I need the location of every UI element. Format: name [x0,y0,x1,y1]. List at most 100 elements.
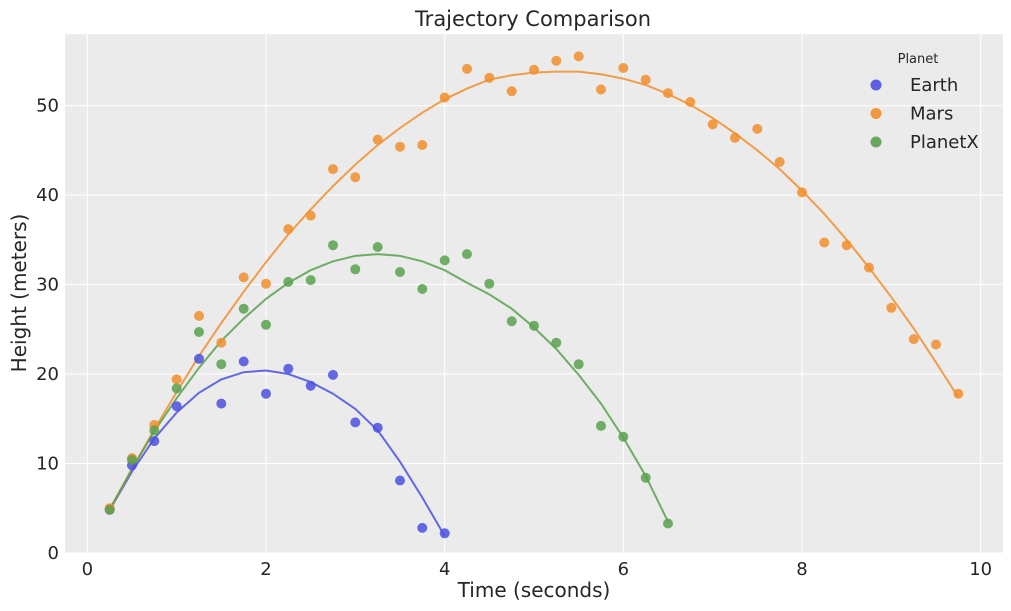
point-earth [238,356,249,367]
point-mars [194,310,204,321]
point-mars [841,240,852,251]
point-mars [283,224,294,235]
point-mars [238,272,249,283]
point-planetx [261,319,271,330]
point-mars [931,339,941,350]
point-mars [529,64,539,75]
point-planetx [395,267,405,277]
point-planetx [171,383,182,394]
point-mars [484,72,495,83]
point-planetx [640,472,651,483]
point-mars [752,123,763,134]
point-planetx [439,255,450,266]
point-earth [350,417,361,428]
point-earth [171,401,182,412]
x-axis-label: Time (seconds) [457,578,611,602]
point-mars [819,237,830,248]
point-planetx [194,327,204,337]
point-planetx [663,518,673,529]
fit-line-planetx [108,253,669,523]
point-earth [261,388,271,399]
tick-labels: 0 2 4 6 8 10 0 10 20 30 40 50 [36,96,992,580]
point-earth [283,363,294,374]
y-axis-label: Height (meters) [7,214,31,373]
legend-marker-earth [870,79,882,91]
point-earth [194,353,204,364]
point-mars [908,334,919,345]
point-mars [663,88,673,99]
point-mars [305,210,316,221]
point-earth [439,528,450,539]
point-earth [216,398,227,409]
y-tick-label: 20 [36,364,59,385]
x-tick-label: 6 [618,559,629,580]
point-mars [395,141,405,152]
point-mars [730,132,740,143]
legend-marker-mars [870,108,882,119]
y-tick-label: 0 [48,543,59,564]
y-tick-label: 40 [36,185,59,206]
point-planetx [417,284,428,294]
point-mars [640,74,651,85]
point-planetx [149,425,160,436]
legend: Planet Earth Mars PlanetX [870,52,979,153]
point-earth [372,422,383,433]
point-planetx [551,337,562,348]
point-mars [596,84,606,95]
legend-label-mars: Mars [910,104,953,125]
legend-label-earth: Earth [910,75,958,96]
point-mars [551,55,562,66]
data-points [104,51,964,539]
fit-line-earth [108,369,446,537]
point-planetx [529,320,539,331]
point-mars [372,134,383,145]
point-mars [685,97,696,107]
point-earth [149,436,160,447]
x-tick-label: 10 [969,559,992,580]
point-planetx [328,240,338,251]
point-mars [328,164,338,175]
y-tick-label: 50 [36,96,59,117]
legend-label-planetx: PlanetX [910,132,979,153]
legend-title: Planet [898,52,939,67]
point-planetx [305,275,316,286]
x-tick-label: 4 [439,559,450,580]
point-planetx [506,316,517,327]
point-mars [439,92,450,103]
point-earth [395,475,405,486]
point-planetx [238,303,249,314]
point-mars [350,172,361,183]
point-earth [417,522,428,533]
legend-marker-planetx [870,136,882,148]
point-planetx [127,454,137,465]
chart-title: Trajectory Comparison [414,7,651,31]
y-tick-label: 10 [36,454,59,475]
point-mars [216,337,227,348]
point-planetx [462,249,472,260]
point-mars [171,374,182,385]
point-planetx [104,505,115,515]
point-planetx [484,278,495,289]
point-earth [305,380,316,391]
point-earth [328,369,338,380]
point-planetx [283,276,294,287]
x-tick-label: 0 [82,559,93,580]
y-tick-label: 30 [36,275,59,296]
point-planetx [372,242,383,252]
point-mars [462,63,472,74]
point-mars [797,187,807,198]
point-planetx [350,264,361,275]
plot-area [65,34,1003,553]
point-planetx [618,431,629,442]
grid-lines [65,34,1003,554]
point-planetx [573,359,584,370]
point-mars [261,278,271,289]
point-mars [573,51,584,62]
point-mars [417,140,428,150]
x-tick-label: 8 [796,559,807,580]
point-planetx [596,420,606,431]
point-mars [886,302,897,313]
point-planetx [216,359,227,370]
point-mars [864,262,874,273]
